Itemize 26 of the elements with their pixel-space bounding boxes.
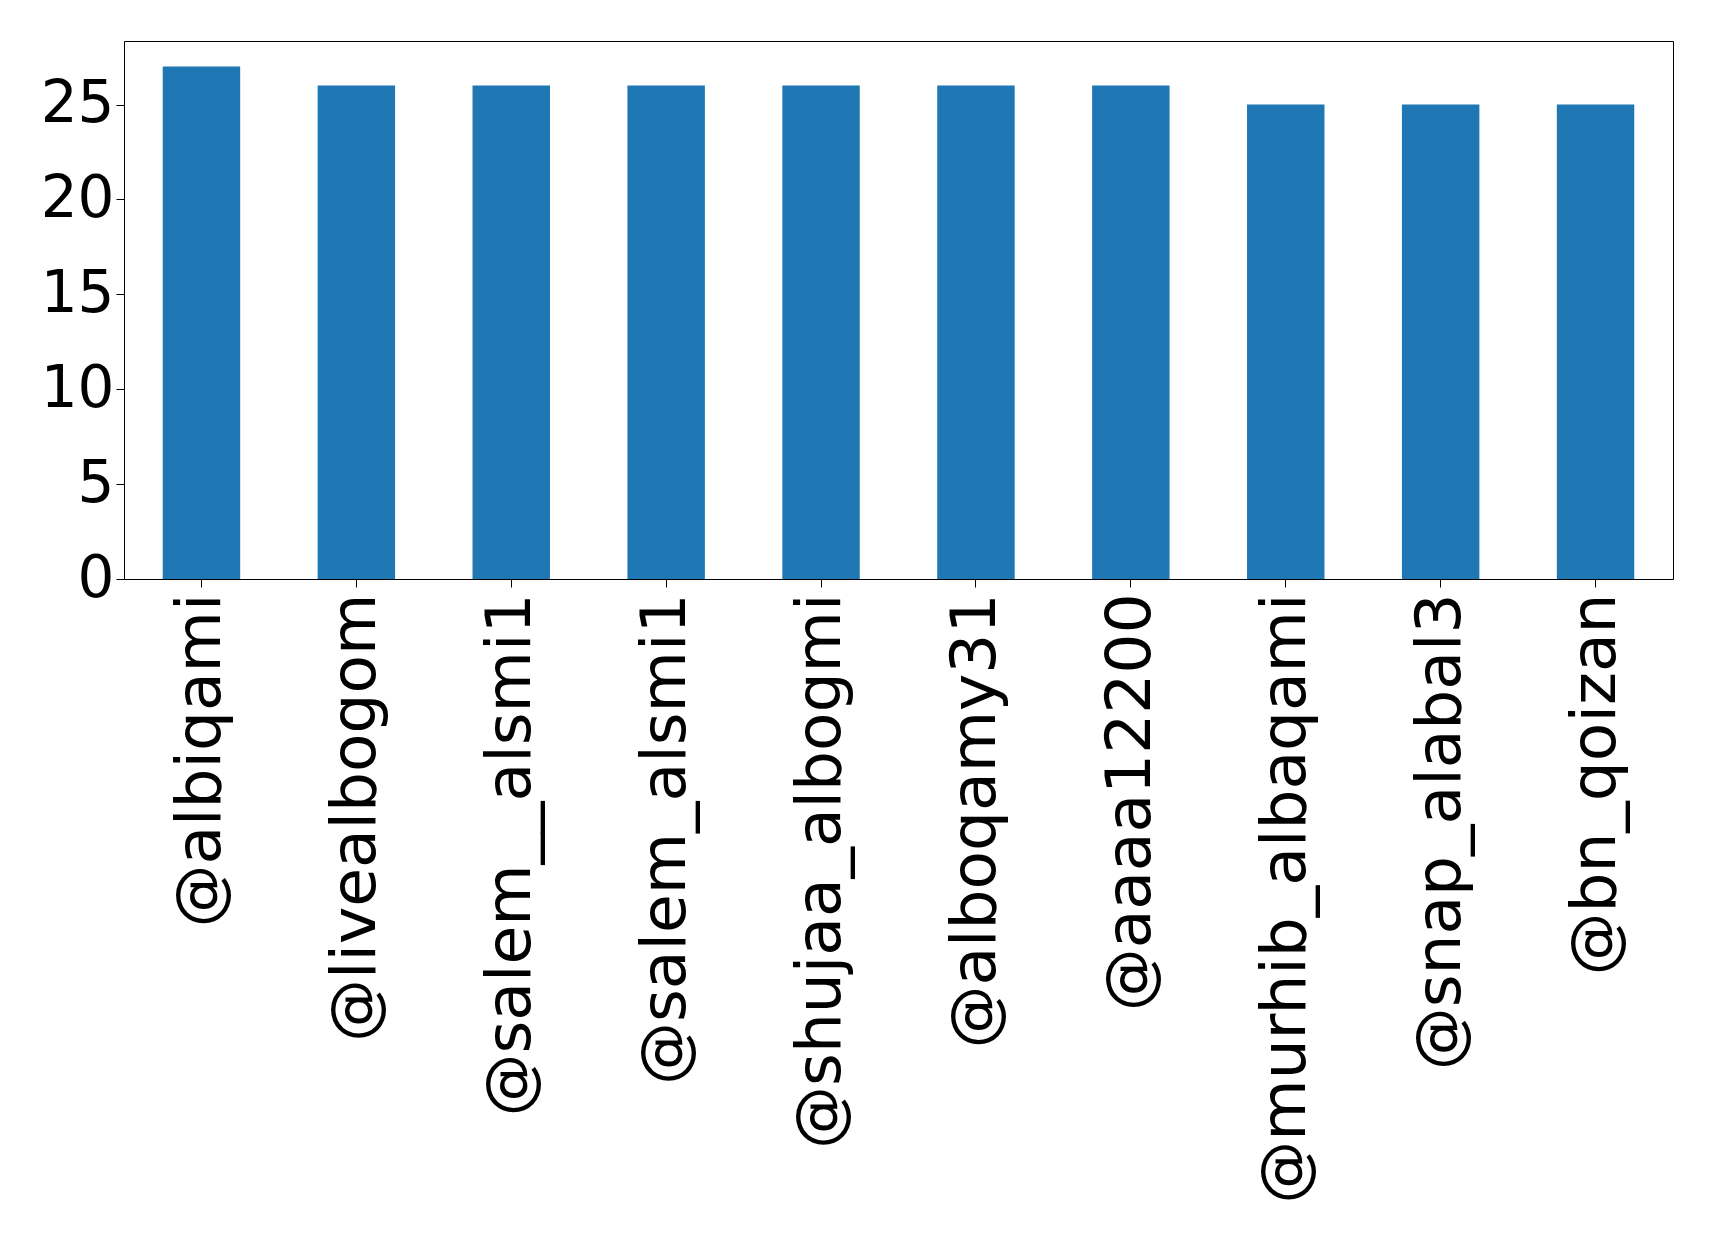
y-tick-label: 20 bbox=[40, 162, 115, 231]
bar bbox=[782, 85, 860, 579]
bar bbox=[937, 85, 1015, 579]
x-tick-label: @shujaa_albogmi bbox=[782, 593, 856, 1149]
x-tick-label: @snap_alabal3 bbox=[1401, 593, 1475, 1071]
bar bbox=[1092, 85, 1170, 579]
bar bbox=[1247, 104, 1325, 579]
y-tick-label: 15 bbox=[40, 257, 115, 326]
x-tick-label: @alboqamy31 bbox=[936, 593, 1010, 1049]
y-tick-label: 0 bbox=[77, 542, 115, 611]
x-tick-label: @livealbogom bbox=[317, 593, 391, 1043]
x-tick-label: @albiqami bbox=[162, 593, 236, 928]
x-tick-label: @salem_alsmi1 bbox=[627, 593, 701, 1085]
bar bbox=[472, 85, 550, 579]
bar bbox=[627, 85, 705, 579]
bar bbox=[317, 85, 396, 579]
bar bbox=[1401, 104, 1480, 579]
y-tick-label: 25 bbox=[40, 68, 115, 137]
x-tick-label: @murhib_albaqami bbox=[1246, 593, 1320, 1204]
bar bbox=[162, 66, 241, 579]
x-tick-label: @salem__alsmi1 bbox=[472, 593, 546, 1117]
y-tick-label: 10 bbox=[40, 352, 115, 421]
x-tick-label: @aaaa12200 bbox=[1091, 593, 1165, 1012]
bar bbox=[1556, 104, 1635, 579]
x-tick-label: @bn_qoizan bbox=[1556, 593, 1630, 976]
y-tick-label: 5 bbox=[77, 447, 115, 516]
